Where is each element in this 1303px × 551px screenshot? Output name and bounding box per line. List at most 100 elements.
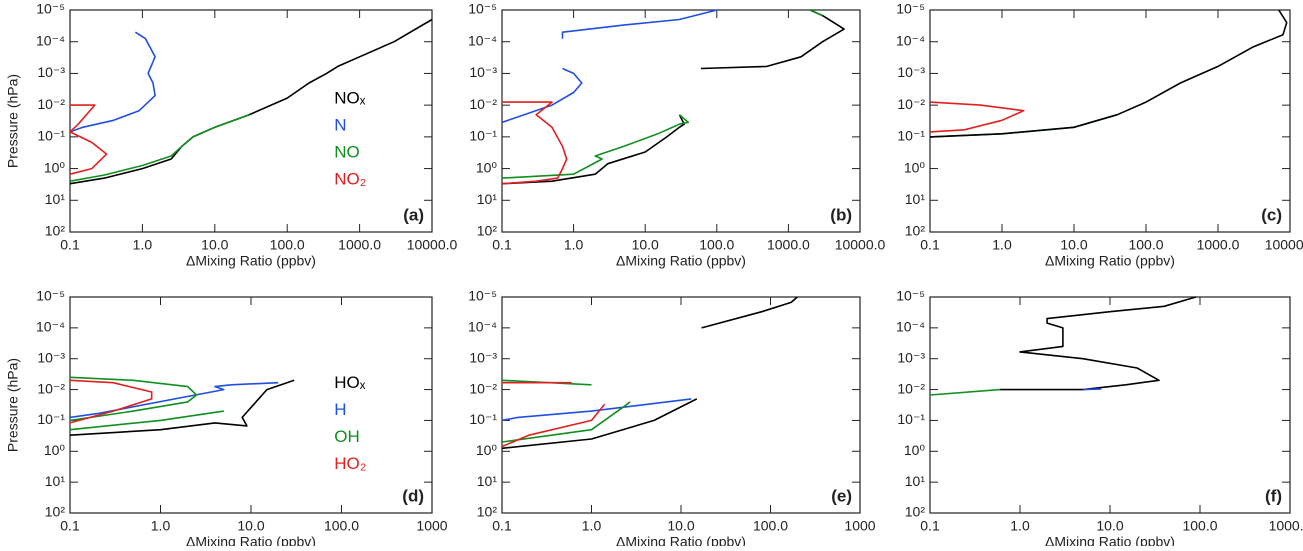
y-tick-label: 10⁻³ <box>37 64 65 80</box>
data-line <box>501 296 798 450</box>
x-tick-label: 1.0 <box>582 518 602 534</box>
y-tick-label: 10⁻⁴ <box>36 32 65 48</box>
x-tick-label: 10.0 <box>1096 518 1123 534</box>
y-tick-label: 10⁻² <box>37 380 65 396</box>
y-tick-label: 10² <box>45 504 66 520</box>
x-tick-label: 1000.0 <box>1197 237 1240 253</box>
x-tick-label: 0.1 <box>492 518 512 534</box>
y-tick-label: 10⁻⁴ <box>896 319 925 335</box>
y-tick-label: 10⁻¹ <box>897 128 925 144</box>
y-tick-label: 10² <box>905 223 926 239</box>
x-tick-label: 1000 <box>844 518 875 534</box>
y-tick-label: 10⁻³ <box>469 349 497 365</box>
x-tick-label: 0.1 <box>920 237 940 253</box>
data-line <box>69 104 108 175</box>
y-tick-label: 10⁻² <box>469 380 497 396</box>
x-tick-label: 1.0 <box>564 237 584 253</box>
data-line <box>69 379 153 424</box>
panel-label: (e) <box>831 486 852 505</box>
y-tick-label: 10⁻¹ <box>37 128 65 144</box>
y-tick-label: 10² <box>477 223 498 239</box>
x-tick-label: 100.0 <box>1128 237 1163 253</box>
legend-entry: HO₂ <box>334 454 366 473</box>
x-tick-label: 10.0 <box>201 237 228 253</box>
y-tick-label: 10¹ <box>45 473 66 489</box>
panel-label: (d) <box>402 486 424 505</box>
y-tick-label: 10¹ <box>905 191 926 207</box>
y-tick-label: 10⁰ <box>904 159 926 175</box>
x-axis-title: ΔMixing Ratio (ppbv) <box>616 534 746 546</box>
y-tick-label: 10⁰ <box>44 159 66 175</box>
x-tick-label: 0.1 <box>920 518 940 534</box>
panel-label: (a) <box>403 205 424 224</box>
data-line <box>501 398 692 422</box>
data-line <box>69 18 433 185</box>
y-tick-label: 10⁰ <box>904 442 926 458</box>
y-tick-label: 10⁻³ <box>897 349 925 365</box>
y-tick-label: 10⁻¹ <box>469 128 497 144</box>
x-tick-label: 10.0 <box>1060 237 1087 253</box>
x-tick-label: 0.1 <box>492 237 512 253</box>
plot-frame <box>69 296 433 514</box>
y-tick-label: 10⁻⁴ <box>36 319 65 335</box>
x-tick-label: 10.0 <box>632 237 659 253</box>
y-tick-label: 10¹ <box>45 191 66 207</box>
data-line <box>501 381 606 448</box>
x-axis-title: ΔMixing Ratio (ppbv) <box>1045 534 1175 546</box>
x-tick-label: 100.0 <box>1182 518 1217 534</box>
y-tick-label: 10⁻³ <box>37 349 65 365</box>
x-tick-label: 10000.0 <box>835 237 886 253</box>
y-tick-label: 10⁻⁵ <box>896 288 925 304</box>
x-tick-label: 0.1 <box>60 518 80 534</box>
x-tick-label: 0.1 <box>60 237 80 253</box>
legend-entry: NOₓ <box>334 88 366 107</box>
plot-frame <box>929 9 1291 233</box>
y-tick-label: 10⁰ <box>44 442 66 458</box>
y-tick-label: 10² <box>905 504 926 520</box>
y-tick-label: 10⁰ <box>476 442 498 458</box>
data-line <box>929 101 1025 133</box>
y-tick-label: 10⁻⁵ <box>468 1 497 17</box>
plot-frame <box>501 296 861 514</box>
legend-entry: NO₂ <box>334 169 366 188</box>
x-tick-label: 1000 <box>416 518 447 534</box>
y-tick-label: 10⁻⁵ <box>468 288 497 304</box>
y-tick-label: 10⁻⁵ <box>36 1 65 17</box>
x-tick-label: 100.0 <box>753 518 788 534</box>
data-line <box>929 9 1288 138</box>
y-tick-label: 10¹ <box>477 191 498 207</box>
y-tick-label: 10⁻³ <box>469 64 497 80</box>
y-tick-label: 10⁻⁵ <box>896 1 925 17</box>
x-tick-label: 1000.0 <box>338 237 381 253</box>
y-tick-label: 10⁻² <box>469 96 497 112</box>
x-tick-label: 10000.0 <box>1265 237 1303 253</box>
x-tick-label: 100.0 <box>270 237 305 253</box>
x-tick-label: 1.0 <box>133 237 153 253</box>
y-tick-label: 10² <box>45 223 66 239</box>
y-tick-label: 10⁰ <box>476 159 498 175</box>
legend-entry: OH <box>334 427 360 446</box>
panel-label: (c) <box>1261 205 1282 224</box>
y-tick-label: 10⁻⁵ <box>36 288 65 304</box>
data-line <box>69 31 156 133</box>
y-axis-title: Pressure (hPa) <box>5 358 21 452</box>
legend-entry: N <box>334 115 346 134</box>
x-axis-title: ΔMixing Ratio (ppbv) <box>616 253 746 269</box>
data-line <box>69 379 295 436</box>
y-tick-label: 10² <box>477 504 498 520</box>
legend-entry: NO <box>334 142 360 161</box>
y-tick-label: 10⁻³ <box>897 64 925 80</box>
data-line <box>929 388 1001 396</box>
x-tick-label: 10.0 <box>237 518 264 534</box>
data-line <box>501 9 823 179</box>
y-tick-label: 10⁻¹ <box>37 411 65 427</box>
legend-entry: H <box>334 400 346 419</box>
plot-frame <box>501 9 861 233</box>
data-line <box>69 376 224 431</box>
y-tick-label: 10¹ <box>905 473 926 489</box>
y-tick-label: 10⁻² <box>897 380 925 396</box>
x-tick-label: 10.0 <box>667 518 694 534</box>
data-line <box>501 9 717 124</box>
y-axis-title: Pressure (hPa) <box>5 74 21 168</box>
